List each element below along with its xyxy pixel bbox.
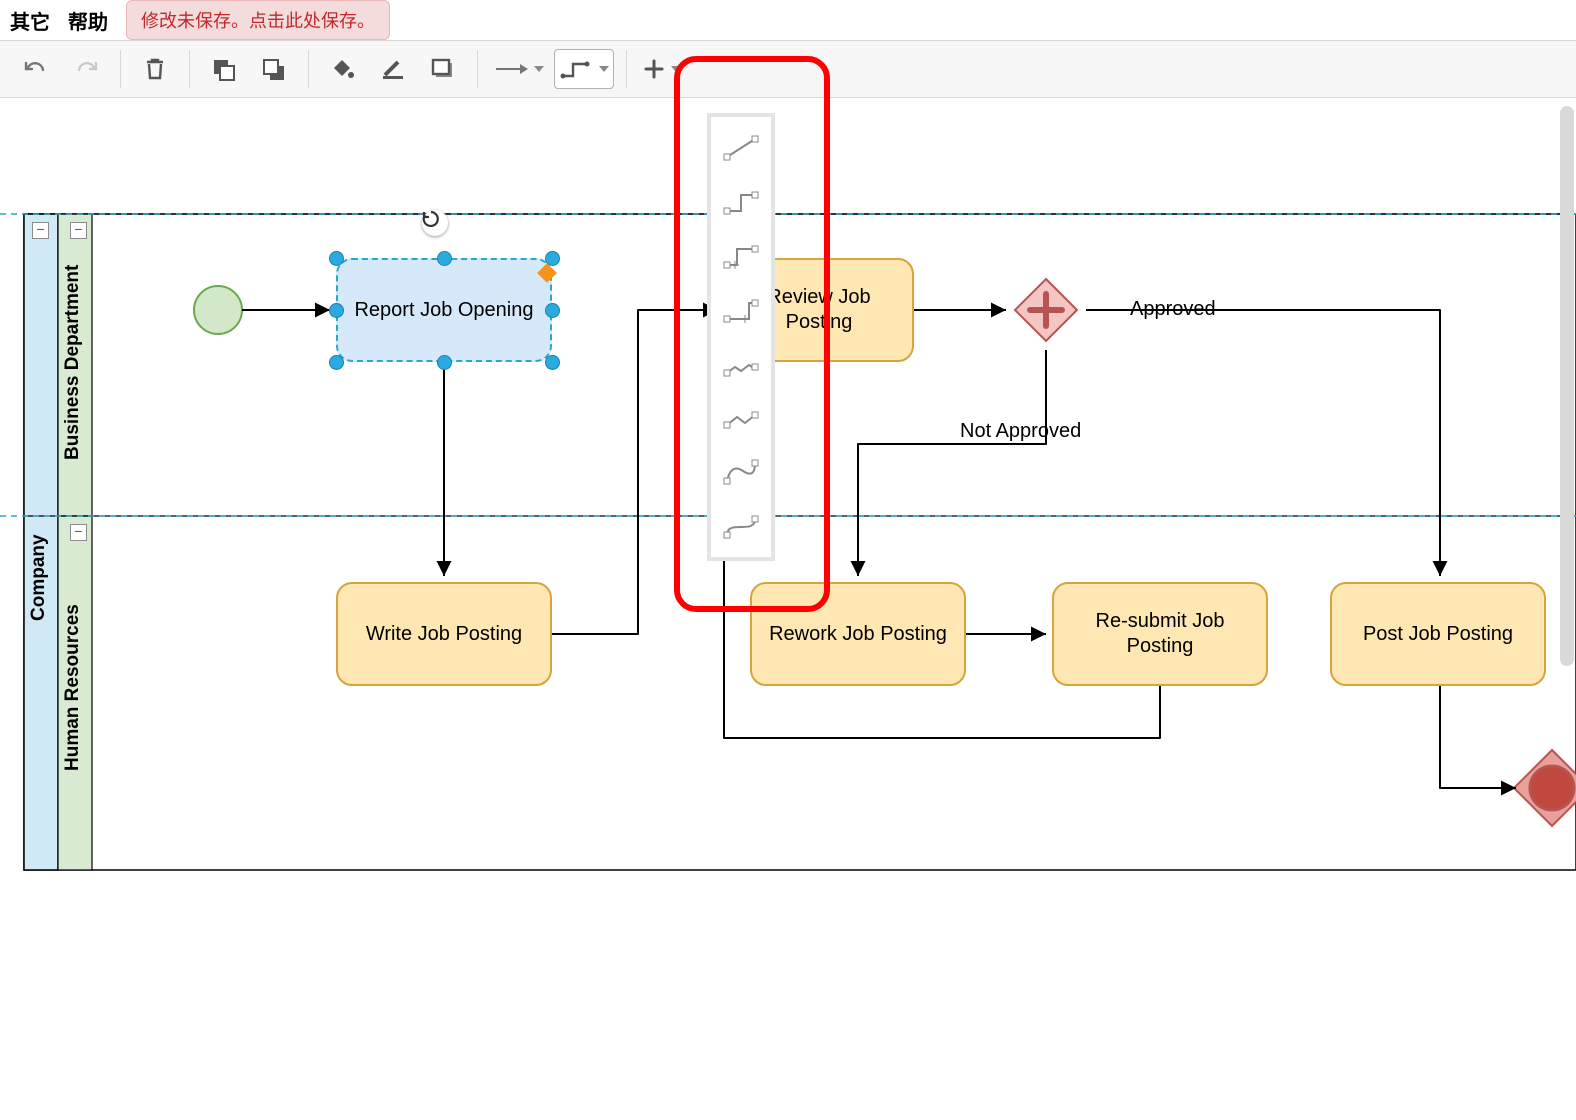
task-label: Report Job Opening [354,298,533,323]
task-label: Post Job Posting [1363,622,1513,647]
edge-label-approved: Approved [1130,298,1216,321]
menu-other[interactable]: 其它 [10,6,50,35]
selection-handle[interactable] [329,251,344,266]
waypoint-dropdown-panel [707,113,775,561]
line-color-button[interactable] [371,49,415,89]
menu-help[interactable]: 帮助 [68,6,108,35]
fill-color-button[interactable] [321,49,365,89]
vertical-scrollbar[interactable] [1560,106,1574,666]
menubar: 其它 帮助 修改未保存。点击此处保存。 [0,0,1576,40]
to-front-button[interactable] [202,49,246,89]
waypoint-opt-curved[interactable] [715,447,767,497]
task-label: Write Job Posting [366,622,522,647]
toolbar-separator [120,50,121,88]
lane-hr-label: Human Resources [62,578,84,798]
selection-handle[interactable] [545,355,560,370]
selection-handle[interactable] [545,303,560,318]
waypoint-opt-entity-relation[interactable] [715,501,767,551]
toolbar-separator [189,50,190,88]
redo-button[interactable] [64,49,108,89]
waypoint-opt-isometric-alt[interactable] [715,393,767,443]
toolbar [0,40,1576,98]
task-report[interactable]: Report Job Opening [336,258,552,362]
collapse-pool[interactable]: − [32,222,49,239]
task-write[interactable]: Write Job Posting [336,582,552,686]
add-dropdown[interactable] [639,49,685,89]
task-label: Re-submit Job Posting [1064,609,1256,659]
selection-handle[interactable] [437,251,452,266]
pool-label: Company [28,488,50,668]
shadow-button[interactable] [421,49,465,89]
task-post[interactable]: Post Job Posting [1330,582,1546,686]
undo-button[interactable] [14,49,58,89]
toolbar-separator [477,50,478,88]
task-resubmit[interactable]: Re-submit Job Posting [1052,582,1268,686]
unsaved-warning[interactable]: 修改未保存。点击此处保存。 [126,0,390,40]
waypoint-opt-simple-horizontal[interactable] [715,231,767,281]
selection-handle[interactable] [437,355,452,370]
lane-business-label: Business Department [62,232,84,492]
rotate-handle[interactable] [422,210,448,236]
chevron-down-icon [534,66,544,72]
chevron-down-icon [599,66,609,72]
waypoint-opt-simple-vertical[interactable] [715,285,767,335]
task-label: Rework Job Posting [769,622,947,647]
task-rework[interactable]: Rework Job Posting [750,582,966,686]
waypoint-opt-isometric[interactable] [715,339,767,389]
waypoint-opt-orthogonal[interactable] [715,177,767,227]
waypoint-style-dropdown[interactable] [554,49,614,89]
toolbar-separator [626,50,627,88]
to-back-button[interactable] [252,49,296,89]
delete-button[interactable] [133,49,177,89]
connection-style-dropdown[interactable] [490,49,548,89]
selection-handle[interactable] [329,355,344,370]
collapse-lane-hr[interactable]: − [70,524,87,541]
edge-label-not-approved: Not Approved [960,420,1081,443]
selection-handle[interactable] [329,303,344,318]
chevron-down-icon [671,66,681,72]
diagram-canvas[interactable]: Company Business Department Human Resour… [0,98,1576,1120]
toolbar-separator [308,50,309,88]
waypoint-opt-straight[interactable] [715,123,767,173]
collapse-lane-biz[interactable]: − [70,222,87,239]
